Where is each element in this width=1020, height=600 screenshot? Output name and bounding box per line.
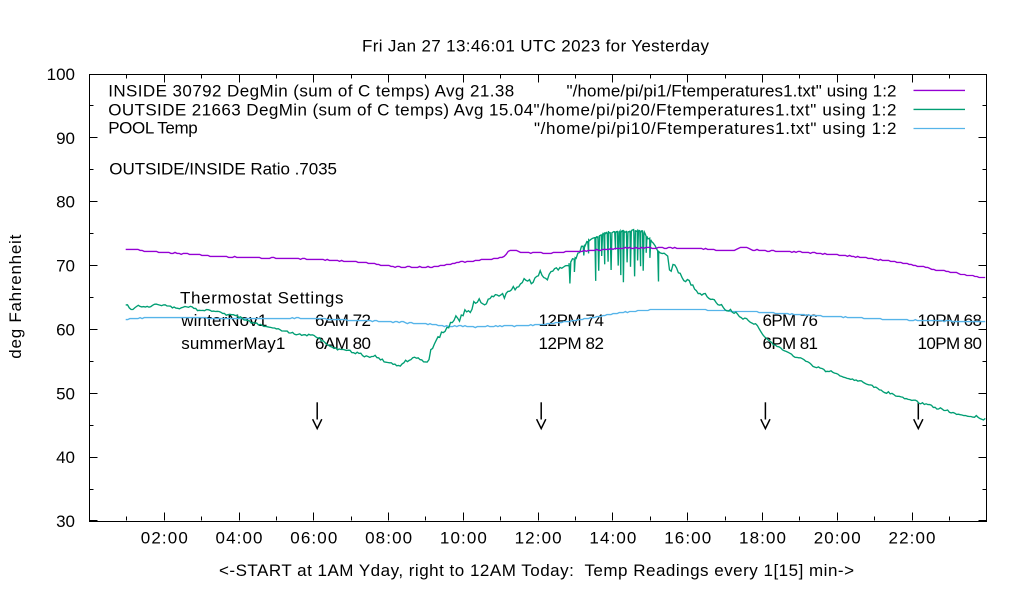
svg-text:12:00: 12:00	[515, 529, 562, 548]
svg-text:80: 80	[56, 193, 75, 212]
svg-text:06:00: 06:00	[290, 529, 337, 548]
svg-text:22:00: 22:00	[889, 529, 936, 548]
svg-text:70: 70	[56, 257, 75, 276]
svg-text:04:00: 04:00	[216, 529, 263, 548]
svg-text:60: 60	[56, 320, 75, 339]
svg-text:12PM 82: 12PM 82	[539, 334, 605, 353]
svg-text:deg Fahrenheit: deg Fahrenheit	[6, 234, 25, 358]
svg-text:Thermostat Settings: Thermostat Settings	[180, 288, 344, 307]
svg-text:6PM 76: 6PM 76	[763, 311, 819, 330]
svg-text:100: 100	[47, 65, 75, 84]
svg-text:16:00: 16:00	[664, 529, 711, 548]
svg-text:10PM 80: 10PM 80	[918, 334, 983, 353]
svg-text:Fri Jan 27 13:46:01 UTC 2023 f: Fri Jan 27 13:46:01 UTC 2023 for Yesterd…	[362, 37, 710, 56]
svg-text:"/home/pi/pi20/Ftemperatures1.: "/home/pi/pi20/Ftemperatures1.txt" using…	[534, 100, 897, 119]
svg-text:30: 30	[56, 512, 75, 531]
svg-text:"/home/pi/pi10/Ftemperatures1.: "/home/pi/pi10/Ftemperatures1.txt" using…	[534, 119, 897, 138]
svg-text:winterNov1: winterNov1	[180, 311, 267, 330]
svg-text:summerMay1: summerMay1	[181, 334, 285, 353]
svg-text:40: 40	[56, 448, 75, 467]
svg-text:"/home/pi/pi1/Ftemperatures1.t: "/home/pi/pi1/Ftemperatures1.txt" using …	[567, 82, 897, 101]
svg-text:02:00: 02:00	[141, 529, 188, 548]
svg-text:90: 90	[56, 129, 75, 148]
svg-text:6AM 80: 6AM 80	[315, 334, 371, 353]
svg-text:INSIDE 30792 DegMin (sum of C: INSIDE 30792 DegMin (sum of C temps) Avg…	[108, 82, 514, 101]
svg-text:6PM 81: 6PM 81	[763, 334, 819, 353]
svg-text:OUTSIDE 21663 DegMin (sum of C: OUTSIDE 21663 DegMin (sum of C temps) Av…	[108, 100, 533, 119]
svg-text:6AM 72: 6AM 72	[315, 311, 371, 330]
svg-text:POOL Temp: POOL Temp	[108, 119, 198, 138]
svg-text:14:00: 14:00	[589, 529, 636, 548]
svg-text:08:00: 08:00	[365, 529, 412, 548]
svg-text:OUTSIDE/INSIDE Ratio .7035: OUTSIDE/INSIDE Ratio .7035	[109, 160, 337, 179]
svg-text:50: 50	[56, 384, 75, 403]
svg-text:18:00: 18:00	[739, 529, 786, 548]
svg-text:20:00: 20:00	[814, 529, 861, 548]
svg-text:10:00: 10:00	[440, 529, 487, 548]
svg-text:<-START at 1AM Yday, right to: <-START at 1AM Yday, right to 12AM Today…	[219, 561, 854, 580]
